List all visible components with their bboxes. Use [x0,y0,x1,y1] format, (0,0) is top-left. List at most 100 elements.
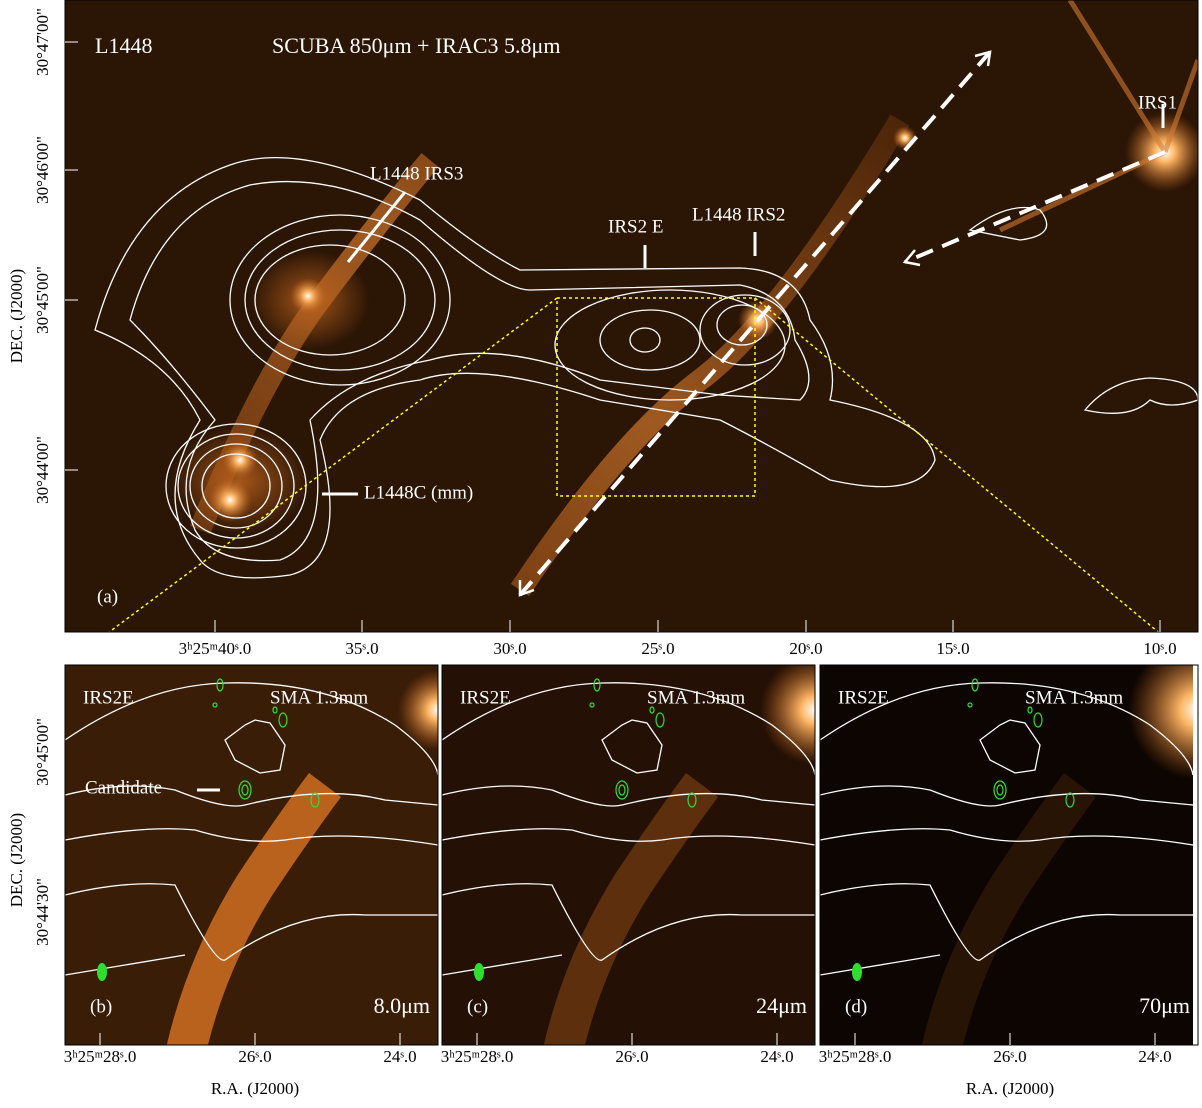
annotation: L1448 IRS3 [370,163,463,184]
sma-contour [1027,706,1033,714]
pointers [322,104,1165,496]
panel-title: SCUBA 850μm + IRAC3 5.8μm [272,33,560,58]
contour [820,883,1193,961]
sma-contour [655,712,665,728]
y-tick-label: 30°45'00" [33,718,52,786]
sma-contour [310,792,320,808]
beam [97,963,107,981]
panel-label: (d) [845,996,867,1017]
sma-contour [687,792,697,808]
panel-content [65,665,438,1045]
filament [543,773,719,1045]
x-tick-label: 10ˢ.0 [1143,639,1176,658]
x-tick-label: 3ʰ25ᵐ28ˢ.0 [819,1047,892,1066]
field-name: L1448 [95,33,152,58]
source [1128,665,1193,780]
panel-label: (b) [90,996,112,1017]
sma-contour [272,706,278,714]
panel-label: (a) [97,586,118,607]
y-axis-label: DEC. (J2000) [7,269,26,363]
frame [64,0,1199,633]
x-tick-label: 26ˢ.0 [993,1047,1026,1066]
sma-contour [996,784,1004,796]
x-axis-label: R.A. (J2000) [211,1079,299,1098]
contour [820,785,1193,807]
y-tick-label: 30°45'00" [33,266,52,334]
sma-contour [649,706,655,714]
annotation: L1448 IRS2 [692,204,785,225]
x-tick-label: 3ʰ25ᵐ28ˢ.0 [441,1047,514,1066]
panel-label: (c) [467,996,488,1017]
filament [921,773,1097,1045]
contour [442,883,815,961]
y-tick-label: 30°44'00" [33,436,52,504]
zoom-lines [107,297,1160,632]
sma-contour [238,780,252,800]
x-tick-label: 15ˢ.0 [936,639,969,658]
filament [166,773,342,1045]
y-tick-label: 30°46'00" [33,136,52,204]
outflow-arrows [518,50,1166,597]
panel-content [820,665,1193,1045]
source [760,665,815,765]
sma-contour [216,678,224,692]
beam [852,963,862,981]
x-tick-label: 20ˢ.0 [789,639,822,658]
contour [442,682,815,776]
background [442,665,815,1045]
contours [94,157,1198,579]
contour [65,785,438,807]
annotation: Candidate [85,777,162,798]
sma-contour [971,678,979,692]
instrument-label: SMA 1.3mm [270,687,368,708]
contour [820,828,1193,846]
contour [65,883,438,961]
wavelength-label: 70μm [1139,993,1190,1018]
frame [64,664,439,1046]
x-tick-label: 25ˢ.0 [641,639,674,658]
source-label: IRS2E [460,687,511,708]
y-axis-label: DEC. (J2000) [7,813,26,907]
sma-contour [241,784,249,796]
frame [441,664,816,1046]
annotation: L1448C (mm) [364,482,473,503]
sma-contour [278,712,288,728]
image-panel: IRS2E SMA 1.3mm (c) 24μm 3ʰ25ᵐ28ˢ.0 26ˢ.0 24ˢ.… [441,664,816,1066]
x-tick-label: 26ˢ.0 [238,1047,271,1066]
x-tick-label: 35ˢ.0 [345,639,378,658]
source-label: IRS2E [838,687,889,708]
annotation: IRS1 [1138,92,1177,113]
panel-content [442,665,815,1045]
sma-contour [967,702,973,708]
wavelength-label: 8.0μm [374,993,430,1018]
x-tick-label: 24ˢ.0 [383,1047,416,1066]
sma-contour [589,702,595,708]
source-label: IRS2E [83,687,134,708]
sma-contour [593,678,601,692]
contour [442,954,563,976]
frame [819,664,1199,1046]
sma-contour [1065,792,1075,808]
sma-contour [615,780,629,800]
contour [442,828,815,846]
contour [979,719,1041,774]
wavelength-label: 24μm [756,993,807,1018]
contour [442,785,815,807]
contour [820,682,1193,776]
image-panel: IRS2E SMA 1.3mm (d) 70μm 3ʰ25ᵐ28ˢ.0 26ˢ.0 24ˢ.… [819,664,1199,1098]
arrowheads [518,50,992,597]
beam [474,963,484,981]
x-tick-label: 24ˢ.0 [760,1047,793,1066]
x-tick-label: 24ˢ.0 [1138,1047,1171,1066]
sma-contour [212,702,218,708]
image-panel: IRS2E SMA 1.3mm (b) 8.0μm Candidate 3ʰ25ᵐ28ˢ.… [64,664,439,1098]
x-tick-label: 30ˢ.0 [493,639,526,658]
sma-contour [618,784,626,796]
contour [820,954,941,976]
y-tick-label: 30°47'00" [33,8,52,76]
contour [65,682,438,776]
sma-contour [1033,712,1043,728]
x-tick-label: 3ʰ25ᵐ28ˢ.0 [64,1047,137,1066]
source [398,670,438,750]
